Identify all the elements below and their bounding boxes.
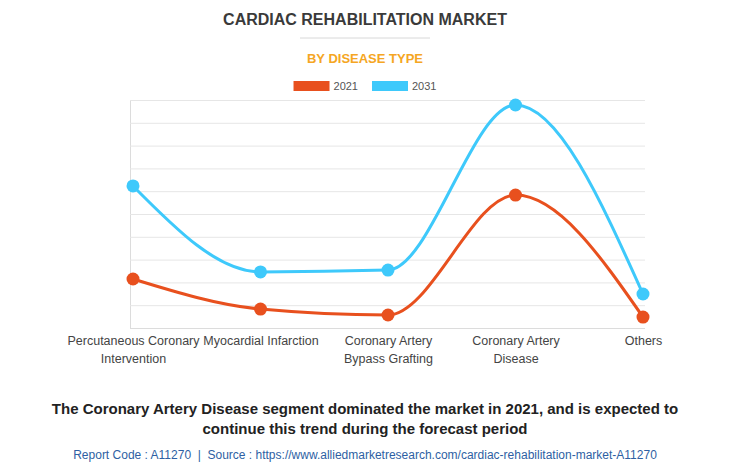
- grid-line: [130, 260, 645, 261]
- legend: 2021 2031: [294, 80, 437, 92]
- y-tick: [130, 237, 645, 238]
- x-tick-label-line: Bypass Grafting: [344, 352, 433, 366]
- title-rule: [300, 38, 430, 39]
- x-axis-line: [130, 328, 645, 329]
- y-tick: [130, 282, 645, 283]
- grid-line: [130, 214, 645, 215]
- legend-label: 2021: [334, 80, 358, 92]
- series-marker: [254, 303, 267, 316]
- x-tick-label: Coronary Artery Bypass Grafting: [344, 334, 433, 366]
- series-marker: [637, 311, 650, 324]
- x-tick: Myocardial Infarction: [203, 334, 318, 348]
- caption-line: The Coronary Artery Disease segment domi…: [52, 400, 678, 417]
- x-tick: Coronary Artery Bypass Grafting: [344, 334, 433, 366]
- legend-item: 2021: [294, 80, 358, 92]
- grid-line: [130, 305, 645, 306]
- legend-label: 2031: [412, 80, 436, 92]
- y-tick: [130, 305, 645, 306]
- series-marker: [637, 288, 650, 301]
- plot-area: [127, 99, 650, 324]
- x-tick-label: Others: [625, 334, 663, 348]
- caption: The Coronary Artery Disease segment domi…: [52, 400, 678, 437]
- series-line: [133, 195, 643, 317]
- y-tick: [130, 100, 645, 101]
- y-tick: [130, 168, 645, 169]
- x-tick-label: Coronary Artery Disease: [472, 334, 560, 366]
- y-axis: [130, 101, 645, 329]
- x-tick-label-line: Myocardial Infarction: [203, 334, 318, 348]
- y-axis-line: [131, 101, 646, 329]
- y-tick: [130, 328, 645, 329]
- grid-line: [130, 328, 645, 329]
- x-tick-label-line: Coronary Artery: [345, 334, 433, 348]
- grid-line: [130, 123, 645, 124]
- subtitle: BY DISEASE TYPE: [307, 51, 423, 66]
- x-tick-label: Myocardial Infarction: [203, 334, 318, 348]
- series-line: [133, 105, 643, 294]
- x-tick-label-line: Intervention: [101, 352, 166, 366]
- grid-line: [130, 168, 645, 169]
- series-marker: [509, 189, 522, 202]
- grid-line: [130, 191, 645, 192]
- x-tick-label-line: Others: [625, 334, 663, 348]
- x-tick: Others: [625, 334, 663, 348]
- series-marker: [382, 309, 395, 322]
- x-tick-label-line: Disease: [493, 352, 538, 366]
- series-marker: [254, 265, 267, 278]
- grid-line: [130, 100, 645, 101]
- series-marker: [127, 179, 140, 192]
- series-marker: [509, 99, 522, 112]
- x-tick: Coronary Artery Disease: [472, 334, 560, 366]
- x-tick-label-line: Coronary Artery: [472, 334, 560, 348]
- grid-line: [130, 282, 645, 283]
- grid-line: [130, 237, 645, 238]
- chart-svg: CARDIAC REHABILITATION MARKET BY DISEASE …: [0, 0, 730, 473]
- x-tick-label: Percutaneous Coronary Intervention: [67, 334, 200, 366]
- y-tick: [130, 123, 645, 124]
- legend-swatch: [372, 81, 408, 91]
- x-axis: Percutaneous Coronary Intervention Myocard…: [67, 329, 662, 367]
- caption-line: continue this trend during the forecast …: [202, 420, 527, 437]
- series-marker: [382, 264, 395, 277]
- title: CARDIAC REHABILITATION MARKET: [223, 11, 507, 28]
- x-tick: Percutaneous Coronary Intervention: [67, 334, 200, 366]
- x-tick-label-line: Percutaneous Coronary: [67, 334, 200, 348]
- legend-swatch: [294, 81, 330, 91]
- legend-item: 2031: [372, 80, 436, 92]
- source: Report Code : A11270 | Source : https://…: [73, 448, 657, 462]
- y-tick: [130, 214, 645, 215]
- y-tick: [130, 191, 645, 192]
- chart-container: CARDIAC REHABILITATION MARKET BY DISEASE …: [0, 0, 730, 473]
- series-marker: [127, 272, 140, 285]
- y-tick: [130, 260, 645, 261]
